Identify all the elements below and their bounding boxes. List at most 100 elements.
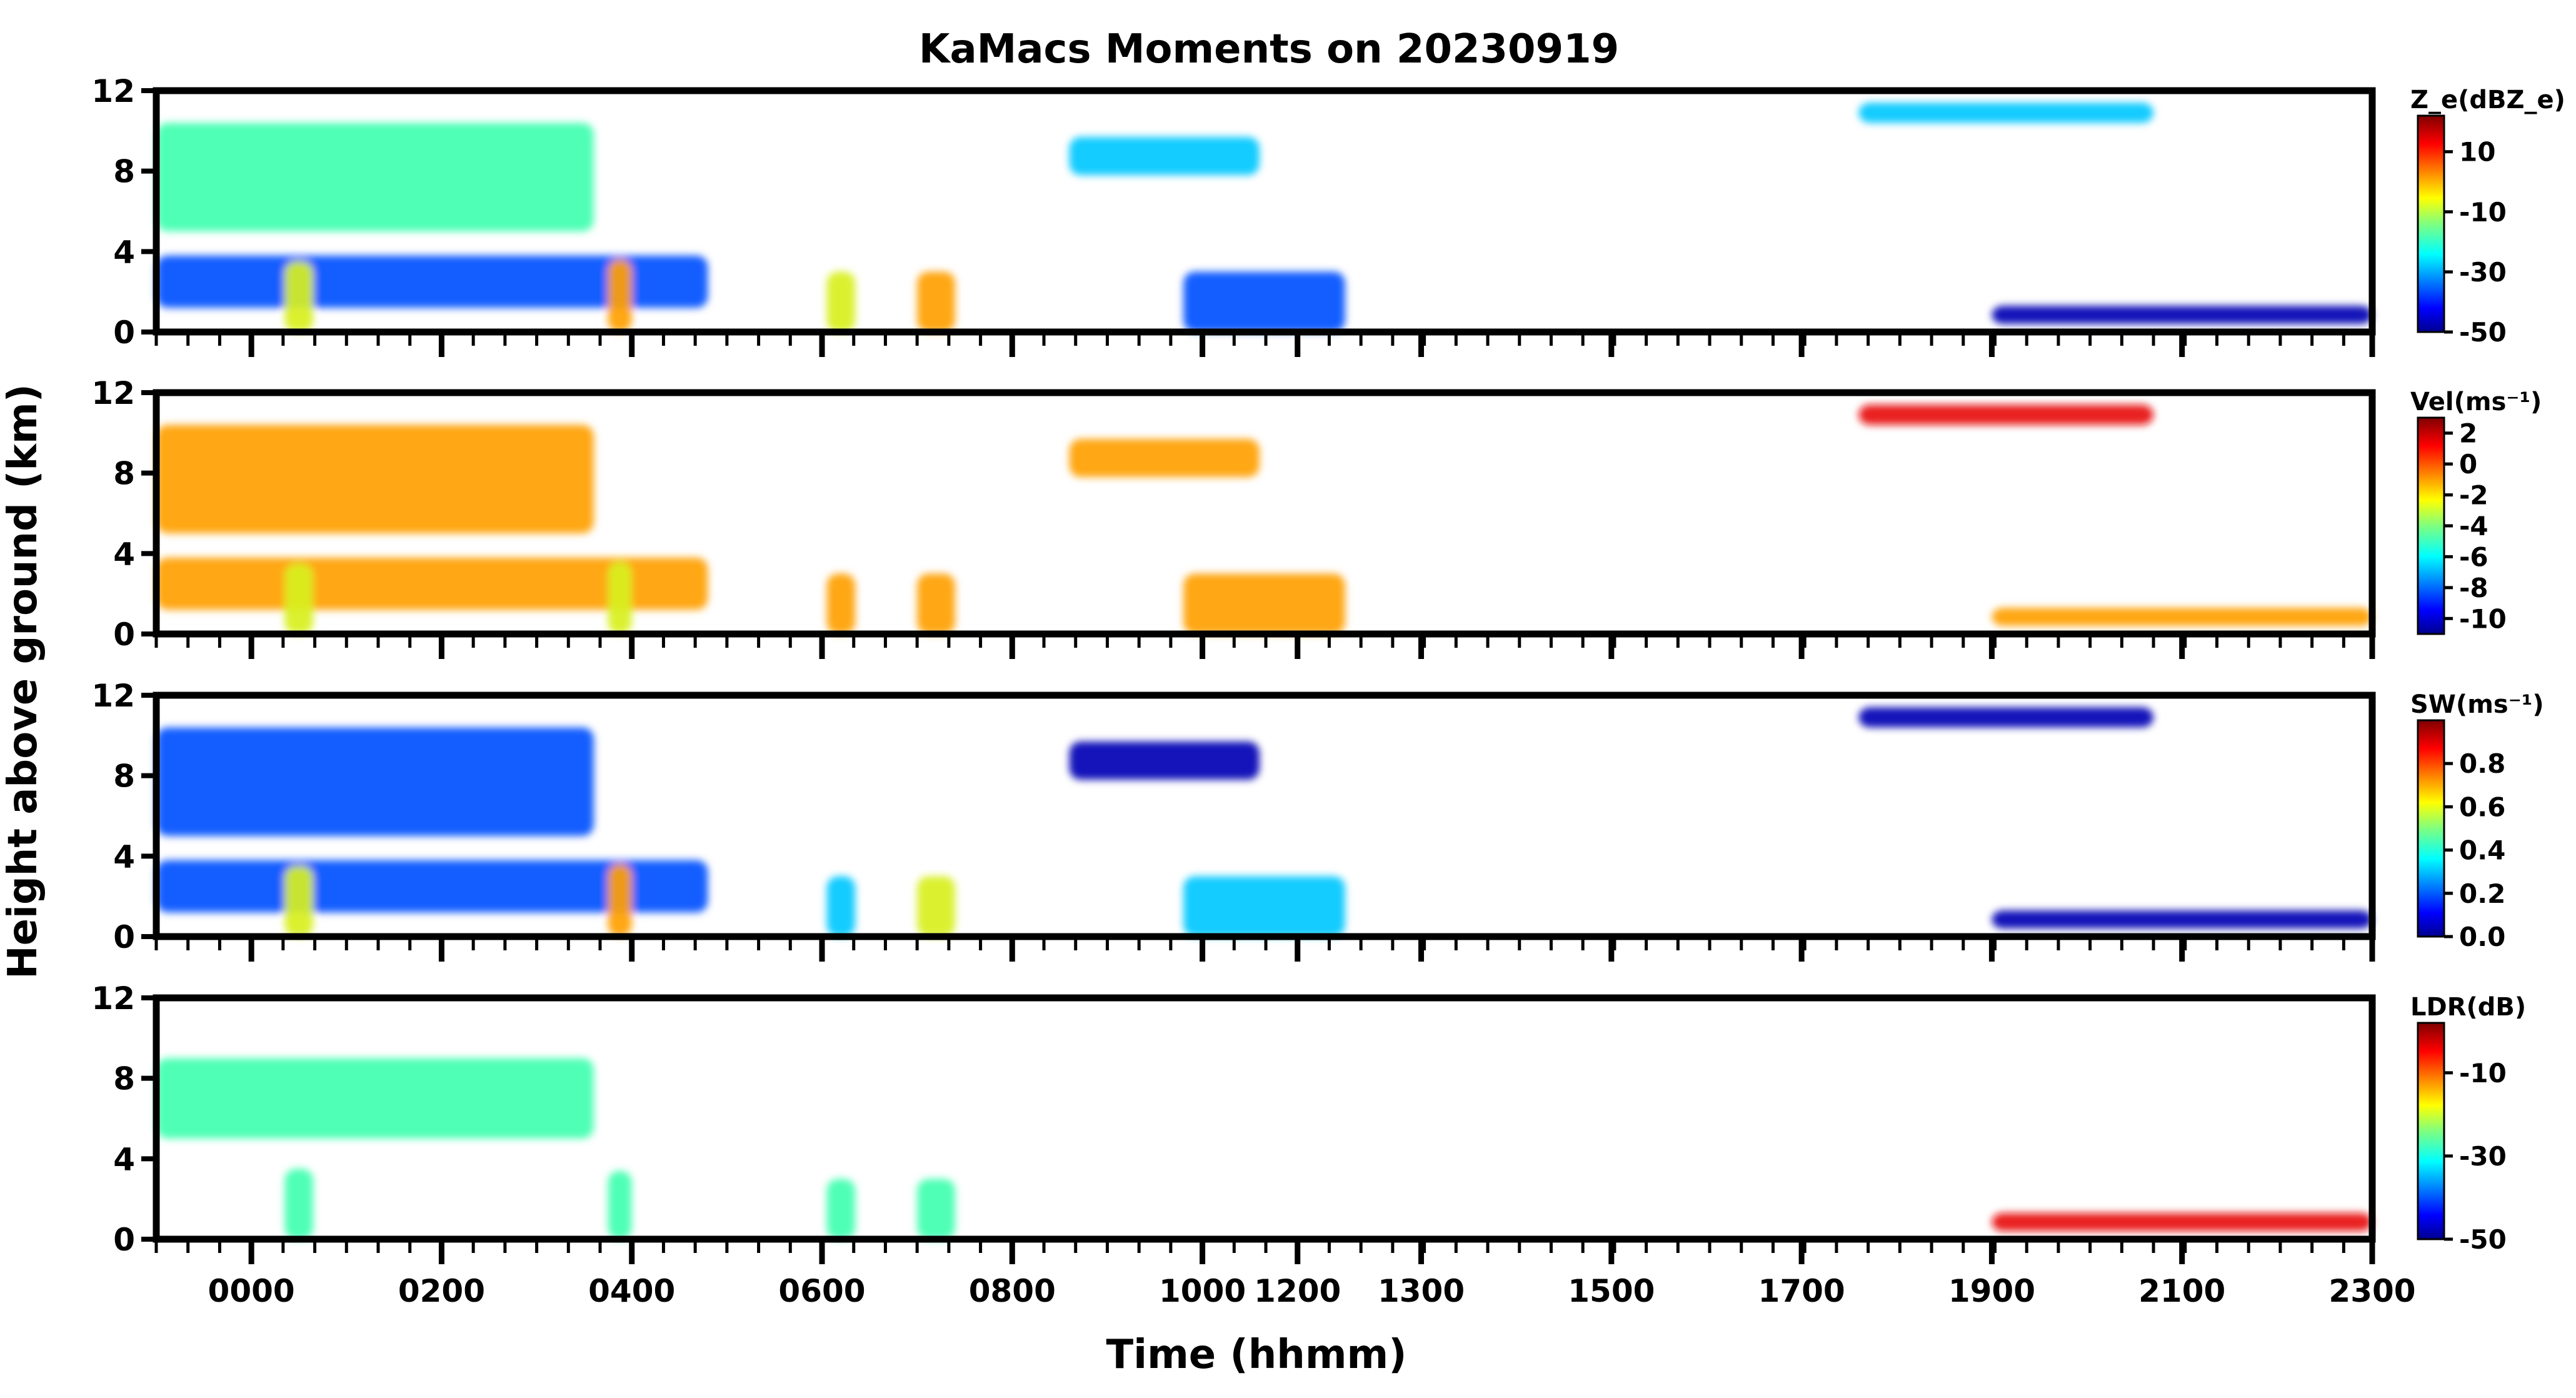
y-tick-label: 12 [91,73,135,109]
y-tick-label: 0 [113,616,135,653]
y-tick-label: 12 [91,980,135,1017]
y-tick-label: 8 [113,154,135,190]
panel-ldr: 0 4 8 12 0000 0200 0400 0600 0800 1000 1200 1300 150… [91,980,2526,1309]
x-tick-label: 1200 [1254,1273,1341,1309]
x-tick-label: 0200 [398,1273,485,1309]
echo-precip-shaft [826,1179,856,1239]
echo-upper-cloud [1858,103,2154,123]
y-tick-label: 4 [113,1141,135,1177]
echo-precip-shaft [826,573,856,634]
colorbar-tick-label: -30 [2459,257,2507,288]
echo-upper-cloud [156,1058,594,1139]
colorbar-tick-label: -4 [2459,511,2488,541]
colorbar-label: LDR(dB) [2410,993,2526,1022]
echo-near-surface-echo [1992,306,2372,324]
echo-precip-shaft [284,563,314,634]
colorbar-tick-label: -50 [2459,1224,2507,1255]
echo-precip-shaft [284,866,314,937]
echo-precip-shaft [608,1170,632,1239]
y-tick-label: 4 [113,536,135,572]
echo-precip-shaft [826,271,856,332]
echo-precip-shaft [284,1169,314,1239]
colorbar-tick-label: 0.0 [2459,922,2505,952]
colorbar-tick-label: -10 [2459,1058,2507,1089]
x-tick-label: 0400 [588,1273,675,1309]
y-tick-label: 12 [91,678,135,714]
echo-precip-shaft [917,573,956,634]
axes-frame [153,994,2376,1243]
echo-features [156,103,2372,332]
x-tick-label: 1000 [1159,1273,1246,1309]
colorbar-tick-label: -8 [2459,573,2488,603]
colorbar-sw: SW(ms⁻¹) 0.8 0.6 0.4 0.2 0.0 [2410,690,2544,952]
echo-precip-shaft [917,876,956,937]
echo-precip-shaft [917,271,956,332]
echo-low-cloud [1183,573,1345,634]
echo-precip-shaft [826,876,856,937]
x-tick-label: 2300 [2328,1273,2415,1309]
figure-title: KaMacs Moments on 20230919 [919,26,1619,73]
echo-features [156,707,2372,937]
echo-upper-cloud [1858,405,2154,425]
echo-low-cloud [1183,271,1345,332]
echo-precip-shaft [917,1179,956,1239]
colorbar-tick-label: 0 [2459,449,2477,480]
y-axis-label: Height above ground (km) [0,384,46,979]
echo-near-surface-echo [1992,608,2372,626]
colorbar-vel: Vel(ms⁻¹)20-2-4-6-8-10 [2410,388,2542,635]
colorbar-ldr: LDR(dB) -10 -30 -50 [2410,993,2526,1255]
x-tick-label: 1900 [1948,1273,2035,1309]
x-tick-label: 1300 [1378,1273,1465,1309]
x-tick-label: 2100 [2138,1273,2225,1309]
echo-upper-cloud [156,123,594,232]
colorbar-gradient [2417,1022,2445,1240]
echo-near-surface-echo [1992,1213,2372,1232]
x-tick-label: 0800 [969,1273,1056,1309]
colorbar-gradient [2417,719,2445,938]
colorbar-tick-label: 0.2 [2459,878,2505,909]
echo-upper-cloud [1069,438,1260,478]
axes-frame [153,691,2376,940]
x-tick-label: 1500 [1568,1273,1655,1309]
axes-frame [153,389,2376,638]
colorbar-tick-label: 0.6 [2459,792,2505,822]
panel-sw: 0 4 8 12 SW(ms⁻¹) 0.8 0.6 0.4 0.2 0.0 [91,678,2544,962]
echo-upper-cloud [156,425,594,534]
colorbar-tick-label: -10 [2459,603,2507,634]
panel-ze: 0 4 8 12 Z_e(dBZ_e) 10 -10 -30 -50 [91,73,2565,357]
colorbar-label: Z_e(dBZ_e) [2410,86,2565,114]
y-tick-label: 0 [113,919,135,955]
colorbar-label: Vel(ms⁻¹) [2410,388,2542,416]
y-tick-label: 0 [113,314,135,351]
y-tick-label: 4 [113,838,135,875]
colorbar-tick-label: 2 [2459,418,2477,449]
colorbar-ze: Z_e(dBZ_e) 10 -10 -30 -50 [2410,86,2565,348]
x-axis-label: Time (hhmm) [1106,1332,1407,1378]
x-tick-label: 1700 [1758,1273,1845,1309]
colorbar-tick-label: -6 [2459,541,2488,572]
y-tick-label: 0 [113,1222,135,1258]
echo-upper-cloud [1069,136,1260,176]
colorbar-tick-label: 0.4 [2459,835,2505,866]
x-tick-label: 0000 [208,1273,295,1309]
y-tick-label: 8 [113,1061,135,1097]
colorbar-tick-label: -50 [2459,317,2507,348]
echo-precip-shaft [608,864,632,937]
colorbar-label: SW(ms⁻¹) [2410,690,2544,719]
echo-upper-cloud [1069,741,1260,780]
axes-frame [153,87,2376,336]
echo-near-surface-echo [1992,910,2372,929]
colorbar-tick-label: 0.8 [2459,748,2505,779]
y-tick-label: 8 [113,758,135,795]
colorbar-tick-label: 10 [2459,137,2495,168]
echo-upper-cloud [156,727,594,837]
colorbar-tick-label: -2 [2459,480,2488,511]
echo-features [156,405,2372,634]
echo-features [156,1058,2372,1239]
echo-upper-cloud [1858,707,2154,728]
x-tick-label: 0600 [778,1273,865,1309]
colorbar-gradient [2417,114,2445,333]
echo-precip-shaft [284,261,314,332]
